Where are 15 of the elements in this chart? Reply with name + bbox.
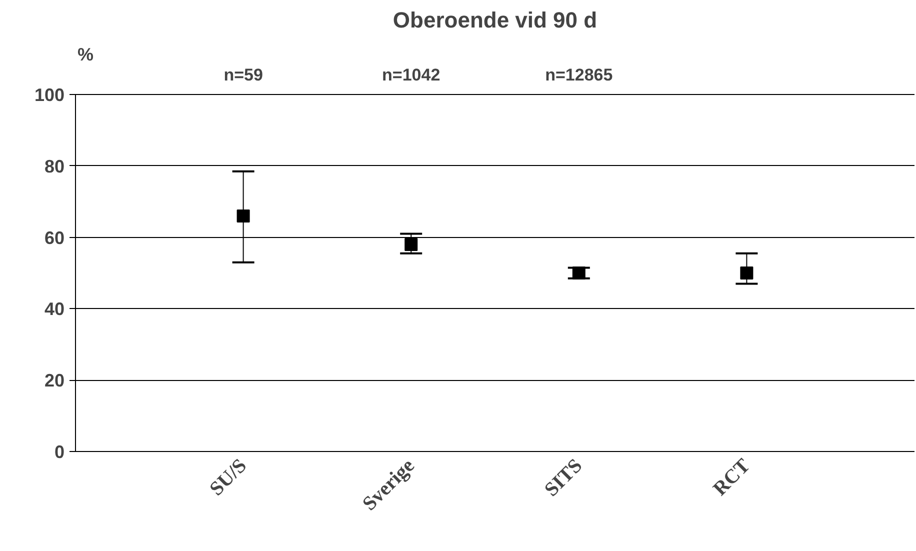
y-tick-label: 40 bbox=[44, 299, 65, 320]
text: n=59 bbox=[224, 66, 263, 85]
point bbox=[740, 266, 754, 280]
y-tick-label: 0 bbox=[54, 442, 65, 462]
y-axis-title: % bbox=[78, 44, 94, 65]
y-tick-label: 60 bbox=[44, 228, 65, 248]
point bbox=[572, 266, 586, 280]
point bbox=[404, 238, 418, 251]
point bbox=[236, 209, 250, 222]
y-tick-label: 100 bbox=[34, 85, 65, 106]
text: n=12865 bbox=[545, 66, 613, 85]
y-tick-label: 20 bbox=[44, 370, 65, 391]
chart-title: Oberoende vid 90 d bbox=[392, 8, 598, 32]
text: n=1042 bbox=[382, 66, 440, 85]
y-tick-label: 80 bbox=[44, 156, 65, 176]
